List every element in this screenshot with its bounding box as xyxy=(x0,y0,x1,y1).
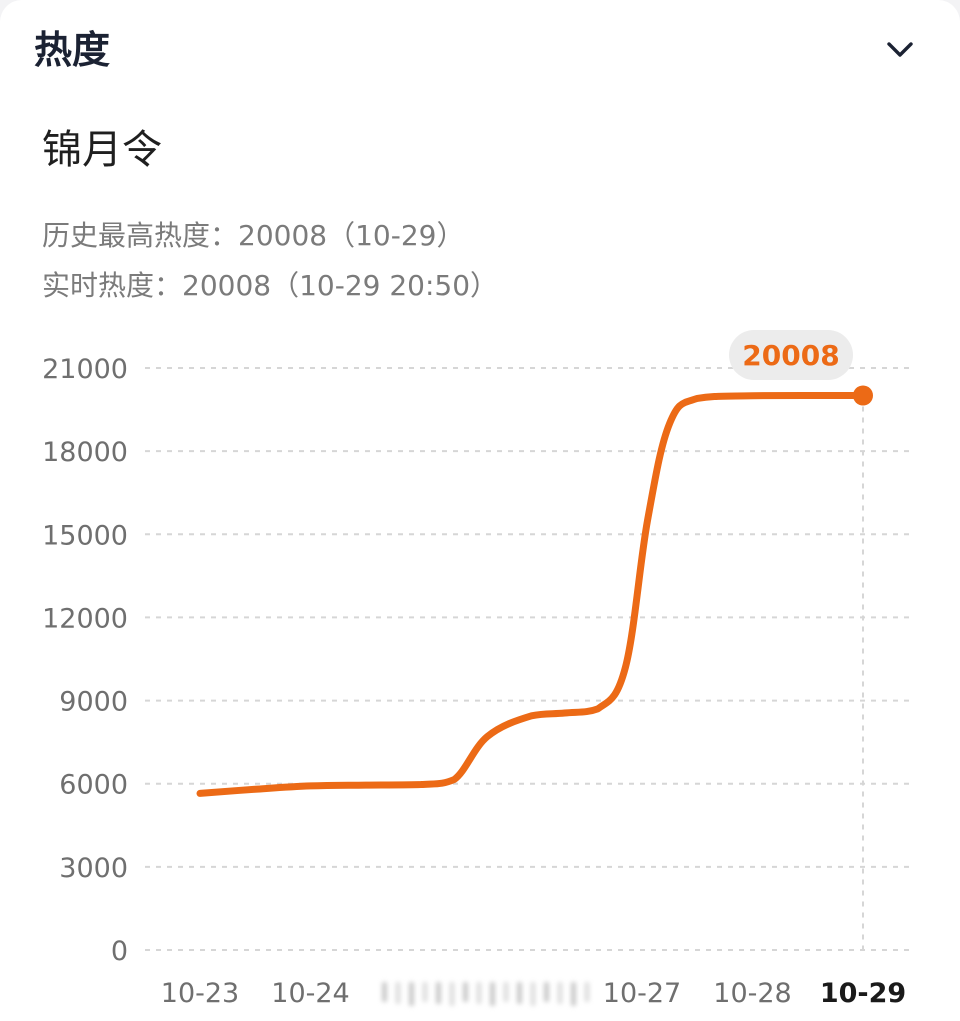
obscured-mark xyxy=(409,982,414,1006)
peak-heat-line: 历史最高热度：20008（10-29） xyxy=(42,216,464,256)
x-tick-label: 10-28 xyxy=(713,978,791,1009)
realtime-heat-label: 实时热度： xyxy=(42,269,183,302)
obscured-mark xyxy=(422,982,428,1002)
chevron-down-icon[interactable] xyxy=(884,34,916,66)
y-tick-label: 3000 xyxy=(59,853,128,884)
y-tick-label: 12000 xyxy=(42,603,128,634)
obscured-mark xyxy=(382,982,387,1002)
x-tick-label: 10-24 xyxy=(271,978,349,1009)
y-tick-label: 18000 xyxy=(42,437,128,468)
heat-series-line xyxy=(196,391,867,797)
y-tick-label: 9000 xyxy=(59,687,128,718)
obscured-mark xyxy=(449,982,455,1006)
peak-heat-label: 历史最高热度： xyxy=(42,219,239,252)
obscured-mark xyxy=(395,982,401,1004)
highlight-layer[interactable]: 20008 xyxy=(729,330,873,950)
x-axis-labels: 10-23 10-24 10-27 10-28 10-29 xyxy=(161,978,906,1009)
topic-name: 锦月令 xyxy=(42,127,162,173)
obscured-mark xyxy=(463,982,468,1002)
obscured-mark xyxy=(490,982,495,1006)
highlight-label-bubble xyxy=(729,330,853,380)
y-tick-label: 0 xyxy=(111,936,128,967)
grid-lines xyxy=(145,367,915,951)
obscured-mark xyxy=(571,982,576,1006)
realtime-heat-line: 实时热度：20008（10-29 20:50） xyxy=(42,266,498,306)
y-tick-label: 6000 xyxy=(59,770,128,801)
obscured-mark xyxy=(503,982,509,1002)
y-axis-labels: 0 3000 6000 9000 12000 15000 18000 21000 xyxy=(42,354,128,967)
section-header[interactable]: 热度 xyxy=(34,22,926,78)
obscured-x-labels xyxy=(382,982,590,1006)
y-tick-label: 21000 xyxy=(42,354,128,385)
peak-heat-date: （10-29） xyxy=(327,219,465,252)
obscured-mark xyxy=(517,982,522,1004)
series-layer xyxy=(196,391,867,797)
y-tick-label: 15000 xyxy=(42,520,128,551)
obscured-mark xyxy=(530,982,536,1006)
obscured-mark xyxy=(544,982,549,1002)
obscured-mark xyxy=(476,982,482,1004)
obscured-mark xyxy=(436,982,441,1004)
realtime-heat-value: 20008 xyxy=(182,269,272,302)
x-tick-label: 10-23 xyxy=(161,978,239,1009)
obscured-mark xyxy=(584,982,590,1002)
x-tick-label: 10-27 xyxy=(603,978,681,1009)
section-title: 热度 xyxy=(34,28,111,72)
obscured-mark xyxy=(557,982,563,1004)
realtime-heat-time: （10-29 20:50） xyxy=(271,269,499,302)
peak-heat-value: 20008 xyxy=(238,219,328,252)
highlight-label: 20008 xyxy=(742,339,839,372)
x-tick-label: 10-29 xyxy=(820,978,906,1009)
highlight-point[interactable] xyxy=(853,385,873,406)
